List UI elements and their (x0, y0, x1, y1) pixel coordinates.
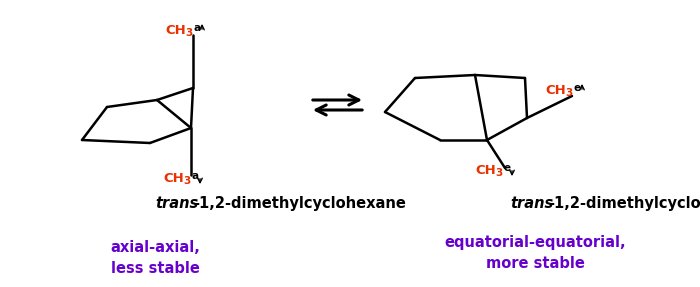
Text: -1,2-dimethylcyclohexane: -1,2-dimethylcyclohexane (193, 196, 406, 211)
Text: CH: CH (545, 84, 566, 96)
Text: e: e (503, 163, 510, 173)
Text: axial-axial,
less stable: axial-axial, less stable (110, 240, 200, 276)
Text: equatorial-equatorial,
more stable: equatorial-equatorial, more stable (444, 235, 626, 271)
Text: CH: CH (163, 172, 183, 185)
Text: trans: trans (155, 196, 198, 211)
Text: CH: CH (475, 164, 496, 177)
Text: 3: 3 (495, 168, 503, 178)
Text: e: e (573, 83, 580, 93)
Text: a: a (193, 23, 200, 33)
Text: 3: 3 (565, 88, 573, 98)
Text: 3: 3 (183, 176, 190, 186)
Text: -1,2-dimethylcyclohexane: -1,2-dimethylcyclohexane (548, 196, 700, 211)
Text: 3: 3 (185, 28, 193, 38)
Text: CH: CH (165, 24, 186, 36)
Text: a: a (191, 171, 198, 181)
Text: trans: trans (510, 196, 553, 211)
